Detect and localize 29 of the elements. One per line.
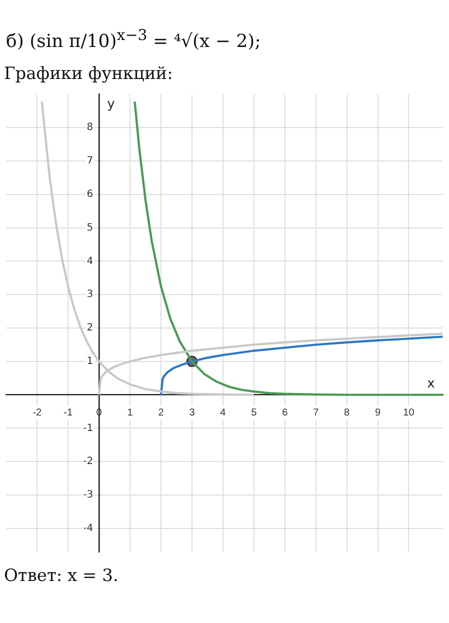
x-tick-label: 9	[374, 408, 381, 419]
chart-title: б) (sin π/10)$^{x−3}$ = ⁴√(x − 2);	[5, 25, 262, 54]
x-tick-label: -1	[64, 408, 74, 419]
x-tick-label: 10	[403, 408, 415, 419]
y-tick-label: 1	[86, 356, 94, 368]
x-tick-label: 3	[189, 408, 196, 419]
chart-subtitle: Графики функций:	[3, 63, 174, 86]
y-tick-label: -2	[83, 456, 94, 468]
y-tick-label: 5	[86, 222, 94, 234]
y-tick-label: 4	[86, 256, 94, 267]
y-tick-label: 3	[86, 289, 94, 300]
y-tick-label: -3	[83, 490, 94, 501]
x-tick-label: 4	[220, 408, 226, 419]
x-tick-label: -2	[32, 408, 42, 419]
x-tick-label: 1	[127, 408, 134, 419]
x-tick-label: 8	[344, 408, 350, 419]
y-tick-label: 8	[86, 122, 94, 134]
x-tick-label: 2	[158, 408, 164, 419]
y-tick-label: 6	[86, 189, 94, 200]
x-axis-title: x	[427, 376, 436, 392]
y-tick-label: -4	[83, 523, 94, 534]
x-tick-label: 7	[313, 408, 320, 419]
y-axis-title: y	[107, 97, 116, 112]
x-tick-label: 5	[251, 408, 258, 419]
y-tick-label: 7	[86, 156, 94, 167]
y-tick-label: -1	[83, 422, 94, 434]
y-tick-label: 2	[86, 322, 94, 334]
text: Ответ: x = 3.	[3, 565, 120, 586]
x-tick-label: 6	[282, 408, 288, 419]
